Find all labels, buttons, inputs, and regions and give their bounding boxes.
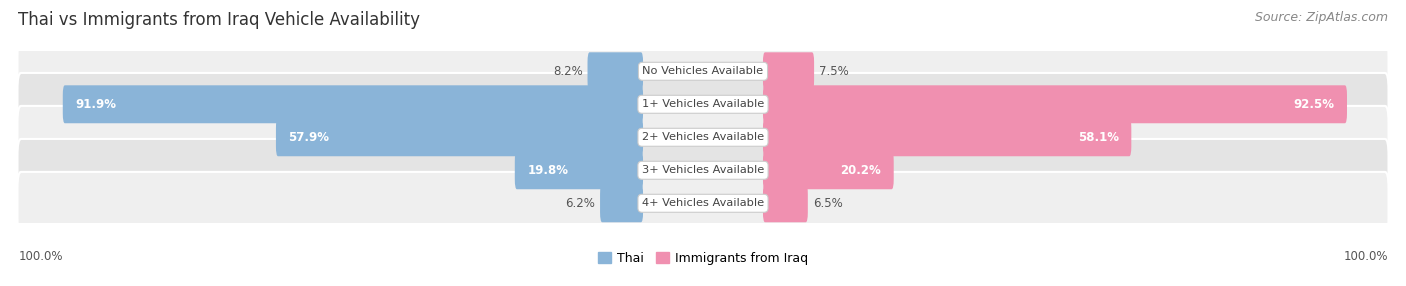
FancyBboxPatch shape — [17, 139, 1389, 202]
Text: 1+ Vehicles Available: 1+ Vehicles Available — [643, 99, 763, 109]
FancyBboxPatch shape — [763, 151, 894, 189]
Text: 57.9%: 57.9% — [288, 131, 329, 144]
Text: 100.0%: 100.0% — [1343, 250, 1388, 263]
Text: No Vehicles Available: No Vehicles Available — [643, 66, 763, 76]
Text: 91.9%: 91.9% — [75, 98, 117, 111]
FancyBboxPatch shape — [17, 73, 1389, 136]
Text: 58.1%: 58.1% — [1078, 131, 1119, 144]
Legend: Thai, Immigrants from Iraq: Thai, Immigrants from Iraq — [598, 252, 808, 265]
Text: 4+ Vehicles Available: 4+ Vehicles Available — [643, 198, 763, 208]
Text: 6.2%: 6.2% — [565, 197, 595, 210]
FancyBboxPatch shape — [17, 172, 1389, 235]
Text: 100.0%: 100.0% — [18, 250, 63, 263]
FancyBboxPatch shape — [763, 85, 1347, 123]
Text: Source: ZipAtlas.com: Source: ZipAtlas.com — [1254, 11, 1388, 24]
FancyBboxPatch shape — [763, 52, 814, 90]
FancyBboxPatch shape — [763, 118, 1132, 156]
FancyBboxPatch shape — [63, 85, 643, 123]
FancyBboxPatch shape — [763, 184, 808, 222]
Text: 8.2%: 8.2% — [553, 65, 582, 78]
Text: 6.5%: 6.5% — [813, 197, 842, 210]
FancyBboxPatch shape — [17, 40, 1389, 103]
FancyBboxPatch shape — [600, 184, 643, 222]
Text: 2+ Vehicles Available: 2+ Vehicles Available — [643, 132, 763, 142]
FancyBboxPatch shape — [588, 52, 643, 90]
Text: Thai vs Immigrants from Iraq Vehicle Availability: Thai vs Immigrants from Iraq Vehicle Ava… — [18, 11, 420, 29]
FancyBboxPatch shape — [17, 106, 1389, 169]
Text: 7.5%: 7.5% — [818, 65, 849, 78]
Text: 92.5%: 92.5% — [1294, 98, 1334, 111]
Text: 20.2%: 20.2% — [841, 164, 882, 177]
Text: 3+ Vehicles Available: 3+ Vehicles Available — [643, 165, 763, 175]
FancyBboxPatch shape — [515, 151, 643, 189]
Text: 19.8%: 19.8% — [527, 164, 568, 177]
FancyBboxPatch shape — [276, 118, 643, 156]
